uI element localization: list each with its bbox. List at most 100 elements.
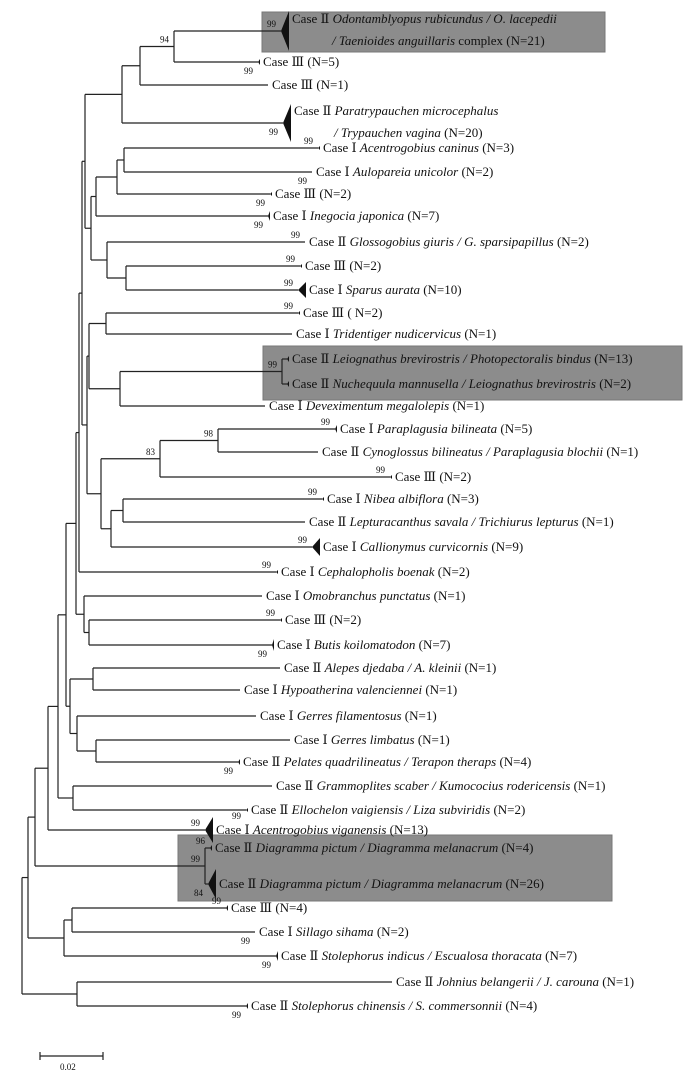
case-label: Case Ⅲ xyxy=(263,54,307,69)
leaf-label: Case Ⅲ (N=2) xyxy=(275,186,351,201)
leaf-bootstrap: 99 xyxy=(254,220,264,230)
sample-count: (N=3) xyxy=(482,140,514,155)
collapsed-clade-icon xyxy=(270,192,272,196)
species-name: Lepturacanthus savala / Trichiurus leptu… xyxy=(349,514,582,529)
species-name: Aulopareia unicolor xyxy=(352,164,462,179)
species-name: / Trypauchen vagina xyxy=(333,125,441,140)
leaf-bootstrap: 84 xyxy=(194,888,204,898)
leaf-label: Case Ⅱ Diagramma pictum / Diagramma mela… xyxy=(215,840,533,855)
leaf-label: Case Ⅱ Stolephorus indicus / Escualosa t… xyxy=(281,948,577,963)
leaf-label: Case Ⅲ (N=2) xyxy=(305,258,381,273)
sample-count: (N=7) xyxy=(407,208,439,223)
collapsed-clade-icon xyxy=(312,538,320,556)
case-label: Case Ⅲ xyxy=(285,612,329,627)
species-name: Inegocia japonica xyxy=(309,208,407,223)
species-name: Cephalopholis boenak xyxy=(318,564,438,579)
sample-count: (N=5) xyxy=(500,421,532,436)
case-label: Case Ⅱ xyxy=(292,376,333,391)
scale-bar-label: 0.02 xyxy=(60,1062,76,1072)
leaf-label: Case Ⅰ Paraplagusia bilineata (N=5) xyxy=(340,421,532,436)
species-name: Tridentiger nudicervicus xyxy=(333,326,464,341)
leaf-label: Case Ⅰ Acentrogobius viganensis (N=13) xyxy=(216,822,428,837)
species-name: Sparus aurata xyxy=(346,282,423,297)
leaf-label: Case Ⅱ Cynoglossus bilineatus / Paraplag… xyxy=(322,444,638,459)
leaf-bootstrap: 99 xyxy=(321,417,331,427)
leaf-label: Case Ⅰ Cephalopholis boenak (N=2) xyxy=(281,564,470,579)
collapsed-clade-icon xyxy=(322,497,324,501)
sample-count: (N=3) xyxy=(447,491,479,506)
collapsed-clade-icon xyxy=(280,618,282,622)
case-label: Case Ⅰ xyxy=(244,682,281,697)
leaf-bootstrap: 99 xyxy=(286,254,296,264)
sample-count: (N=1) xyxy=(574,778,606,793)
case-label: Case Ⅰ xyxy=(294,732,331,747)
case-label: Case Ⅱ xyxy=(284,660,325,675)
case-label: Case Ⅰ xyxy=(327,491,364,506)
scale-bar: 0.02 xyxy=(39,1052,104,1072)
sample-count: (N=4) xyxy=(505,998,537,1013)
leaf-label: Case Ⅱ Lepturacanthus savala / Trichiuru… xyxy=(309,514,614,529)
sample-count: (N=1) xyxy=(464,326,496,341)
case-label: Case Ⅰ xyxy=(316,164,353,179)
species-name: Deveximentum megalolepis xyxy=(305,398,453,413)
species-name: Alepes djedaba / A. kleinii xyxy=(324,660,465,675)
leaf-label-line2: / Taenioides anguillaris complex (N=21) xyxy=(331,33,545,48)
case-label: Case Ⅰ xyxy=(296,326,333,341)
leaf-label: Case Ⅲ (N=5) xyxy=(263,54,339,69)
sample-count: (N=26) xyxy=(506,876,544,891)
species-name: Cynoglossus bilineatus / Paraplagusia bl… xyxy=(363,444,607,459)
case-label: Case Ⅰ xyxy=(216,822,253,837)
sample-count: (N=1) xyxy=(452,398,484,413)
leaf-label: Case Ⅰ Callionymus curvicornis (N=9) xyxy=(323,539,523,554)
case-label: Case Ⅲ xyxy=(303,305,347,320)
collapsed-clade-icon xyxy=(276,570,278,574)
species-name: Johnius belangerii / J. carouna xyxy=(437,974,603,989)
case-label: Case Ⅱ xyxy=(309,514,350,529)
leaf-label: Case Ⅱ Alepes djedaba / A. kleinii (N=1) xyxy=(284,660,496,675)
leaf-bootstrap: 99 xyxy=(291,230,301,240)
leaf-label: Case Ⅲ (N=4) xyxy=(231,900,307,915)
collapsed-clade-icon xyxy=(226,905,228,911)
sample-count: (N=7) xyxy=(419,637,451,652)
species-name: Diagramma pictum / Diagramma melanacrum xyxy=(255,840,502,855)
leaf-bootstrap: 99 xyxy=(298,176,308,186)
species-name: Stolephorus indicus / Escualosa thoracat… xyxy=(322,948,546,963)
leaf-bootstrap: 99 xyxy=(241,936,251,946)
sample-count: (N=4) xyxy=(499,754,531,769)
case-label: Case Ⅰ xyxy=(281,564,318,579)
sample-count: (N=1) xyxy=(405,708,437,723)
leaf-bootstrap: 99 xyxy=(244,66,254,76)
node-bootstrap: 94 xyxy=(160,35,170,45)
leaf-label: Case Ⅰ Inegocia japonica (N=7) xyxy=(273,208,439,223)
case-label: Case Ⅲ xyxy=(275,186,319,201)
leaf-bootstrap: 99 xyxy=(284,278,294,288)
sample-count: (N=4) xyxy=(502,840,534,855)
case-label: Case Ⅲ xyxy=(305,258,349,273)
case-label: Case Ⅰ xyxy=(273,208,310,223)
collapsed-clade-icon xyxy=(238,759,240,765)
case-label: Case Ⅰ xyxy=(266,588,303,603)
species-name: / Taenioides anguillaris xyxy=(331,33,455,48)
leaf-bootstrap: 99 xyxy=(224,766,234,776)
species-name: Acentrogobius viganensis xyxy=(252,822,390,837)
collapsed-clade-icon xyxy=(287,356,289,362)
leaf-label: Case Ⅲ (N=2) xyxy=(395,469,471,484)
leaf-label: Case Ⅰ Omobranchus punctatus (N=1) xyxy=(266,588,466,603)
species-name: Omobranchus punctatus xyxy=(303,588,434,603)
case-label: Case Ⅰ xyxy=(323,140,360,155)
sample-count: (N=4) xyxy=(275,900,307,915)
case-label: Case Ⅱ xyxy=(251,802,292,817)
sample-count: complex (N=21) xyxy=(455,33,545,48)
species-name: Glossogobius giuris / G. sparsipapillus xyxy=(350,234,557,249)
leaf-label: Case Ⅱ Stolephorus chinensis / S. commer… xyxy=(251,998,537,1013)
species-name: Nibea albiflora xyxy=(363,491,447,506)
leaf-label: Case Ⅰ Acentrogobius caninus (N=3) xyxy=(323,140,514,155)
leaf-bootstrap: 99 xyxy=(298,535,308,545)
leaf-bootstrap: 99 xyxy=(256,198,266,208)
species-name: Acentrogobius caninus xyxy=(359,140,482,155)
sample-count: (N=7) xyxy=(545,948,577,963)
leaf-bootstrap: 99 xyxy=(258,649,268,659)
sample-count: (N=10) xyxy=(423,282,461,297)
leaf-label: Case Ⅰ Aulopareia unicolor (N=2) xyxy=(316,164,493,179)
collapsed-clade-icon xyxy=(300,264,302,268)
